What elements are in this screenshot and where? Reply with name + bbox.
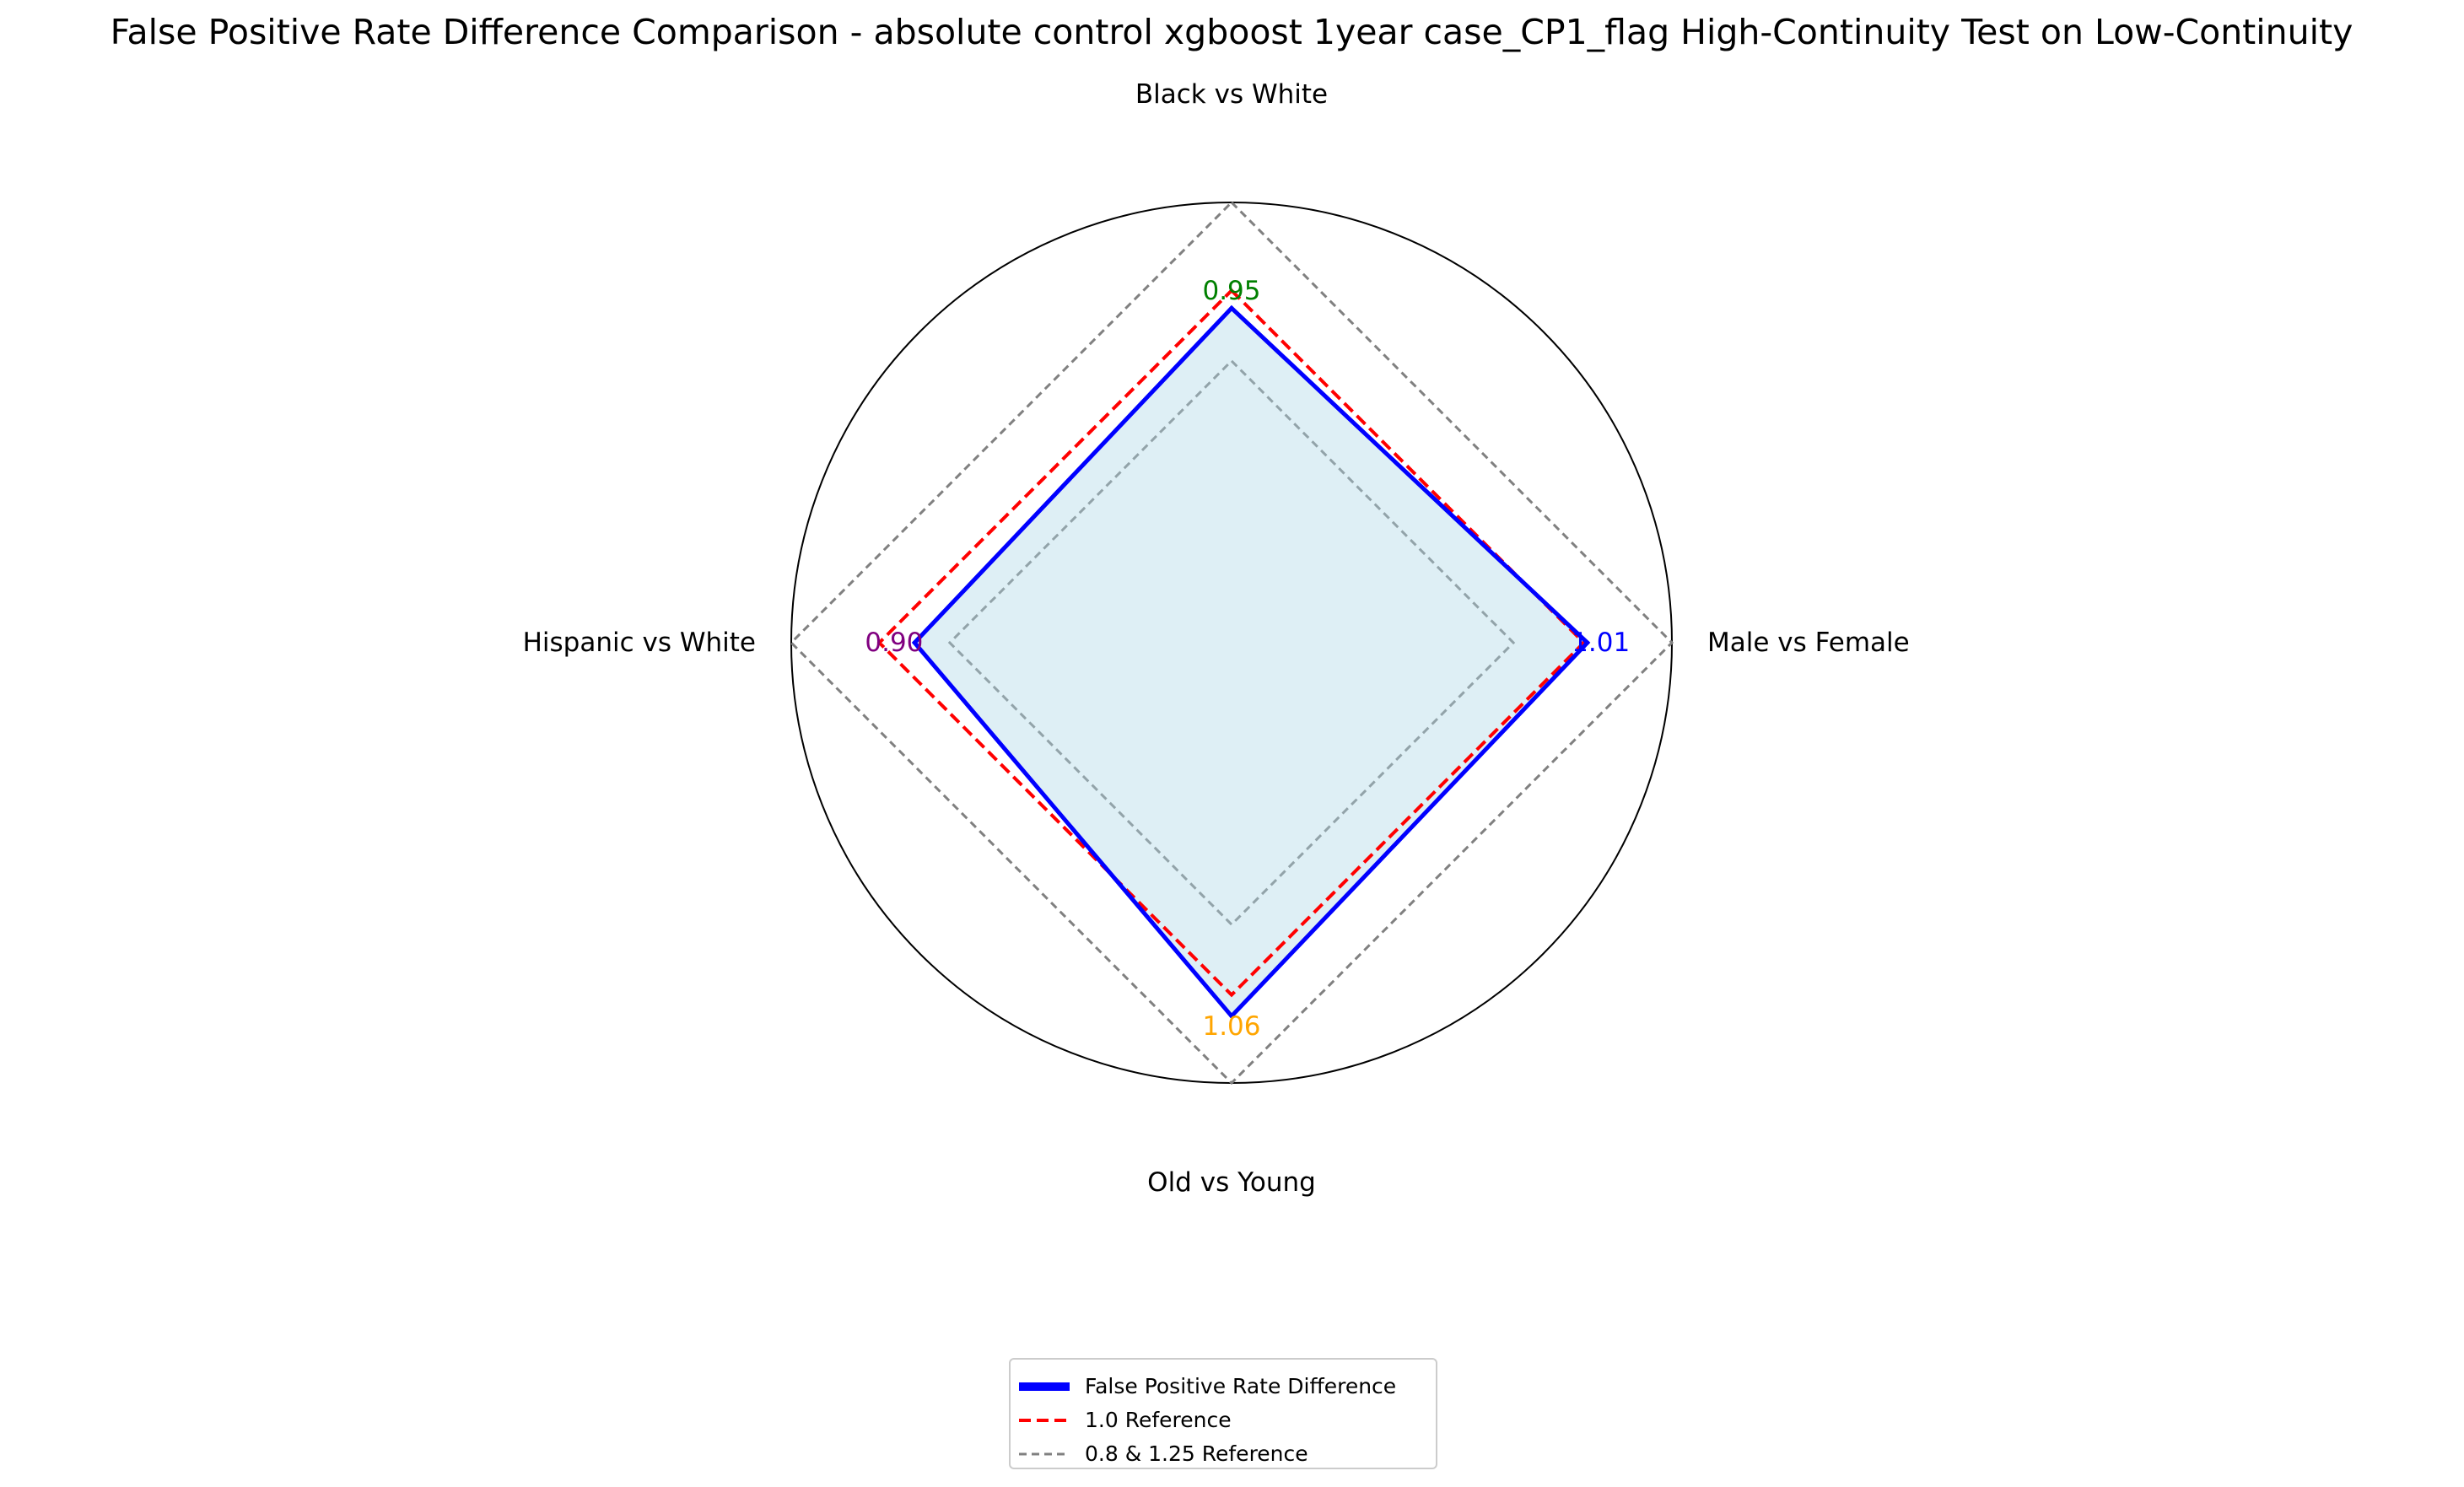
data-point-4 <box>912 640 917 645</box>
series-fill <box>914 308 1588 1016</box>
legend-item-reference-1: 1.0 Reference <box>1011 1403 1436 1437</box>
legend-swatch-series <box>1019 1382 1070 1391</box>
chart-title: False Positive Rate Difference Compariso… <box>111 12 2353 52</box>
category-label-1: Black vs White <box>1135 79 1328 110</box>
value-label-1: 0.95 <box>1202 276 1260 306</box>
reference-polygon-1-0 <box>876 288 1587 998</box>
data-point-3 <box>1229 1014 1234 1019</box>
value-label-4: 0.90 <box>865 628 923 658</box>
legend-item-series: False Positive Rate Difference <box>1011 1370 1436 1403</box>
legend-label-series: False Positive Rate Difference <box>1085 1374 1397 1398</box>
data-point-1 <box>1229 305 1234 310</box>
reference-polygon-1-25 <box>789 200 1674 1086</box>
legend: False Positive Rate Difference 1.0 Refer… <box>1009 1358 1437 1469</box>
category-label-4: Hispanic vs White <box>523 628 756 658</box>
category-label-3: Old vs Young <box>1147 1167 1316 1198</box>
legend-label-reference-1: 1.0 Reference <box>1085 1408 1232 1432</box>
category-label-2: Male vs Female <box>1707 628 1910 658</box>
data-point-2 <box>1585 640 1590 645</box>
legend-swatch-reference-1 <box>1019 1419 1070 1422</box>
value-label-3: 1.06 <box>1202 1011 1260 1042</box>
legend-item-reference-bounds: 0.8 & 1.25 Reference <box>1011 1437 1436 1471</box>
value-label-2: 1.01 <box>1572 628 1630 658</box>
legend-swatch-reference-bounds <box>1019 1452 1070 1456</box>
legend-label-reference-bounds: 0.8 & 1.25 Reference <box>1085 1441 1308 1466</box>
